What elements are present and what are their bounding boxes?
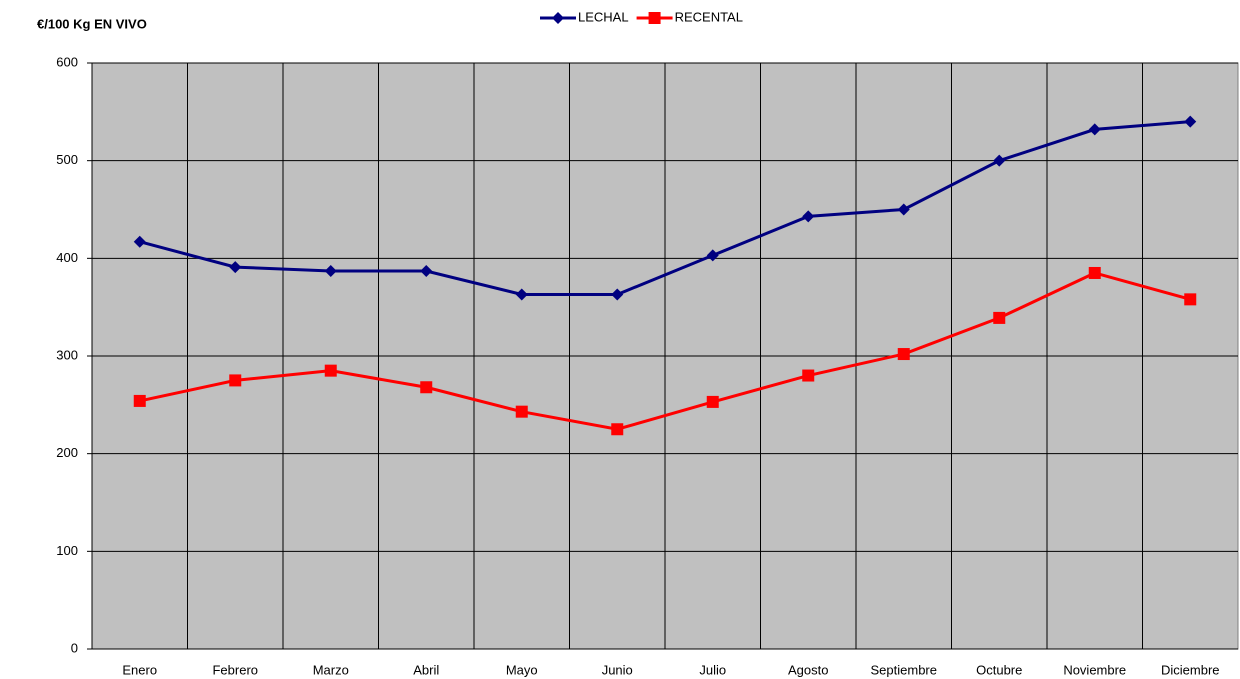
x-tick-label: Agosto bbox=[788, 662, 828, 677]
series-line bbox=[139, 271, 1191, 431]
y-tick-label: 100 bbox=[56, 543, 78, 558]
series-line bbox=[139, 120, 1191, 296]
data-point bbox=[611, 288, 624, 301]
data-point bbox=[706, 249, 719, 262]
x-tick-label: Julio bbox=[699, 662, 726, 677]
x-tick-label: Junio bbox=[602, 662, 633, 677]
x-tick-label: Marzo bbox=[313, 662, 349, 677]
x-tick-label: Octubre bbox=[976, 662, 1022, 677]
data-point bbox=[420, 381, 433, 394]
data-point bbox=[897, 203, 910, 216]
y-tick-label: 0 bbox=[71, 640, 78, 655]
data-point bbox=[802, 369, 815, 382]
data-point bbox=[993, 311, 1006, 324]
data-point bbox=[993, 154, 1006, 167]
y-tick-label: 500 bbox=[56, 152, 78, 167]
data-point bbox=[324, 364, 337, 377]
x-tick-label: Diciembre bbox=[1161, 662, 1220, 677]
data-point bbox=[1088, 266, 1101, 279]
data-point bbox=[420, 265, 433, 278]
data-point bbox=[229, 261, 242, 274]
legend-label: LECHAL bbox=[578, 9, 629, 24]
y-tick-label: 600 bbox=[56, 54, 78, 69]
x-tick-label: Febrero bbox=[212, 662, 258, 677]
data-point bbox=[1184, 115, 1197, 128]
chart-title: €/100 Kg EN VIVO bbox=[37, 16, 147, 31]
x-tick-label: Noviembre bbox=[1063, 662, 1126, 677]
y-tick-label: 400 bbox=[56, 250, 78, 265]
data-point bbox=[1184, 293, 1197, 306]
data-point bbox=[133, 235, 146, 248]
x-tick-label: Enero bbox=[122, 662, 157, 677]
data-point bbox=[802, 210, 815, 223]
data-point bbox=[611, 423, 624, 436]
data-point bbox=[229, 374, 242, 387]
legend-marker bbox=[552, 12, 564, 24]
x-tick-label: Mayo bbox=[506, 662, 538, 677]
data-point bbox=[324, 265, 337, 278]
data-point bbox=[897, 348, 910, 361]
data-point bbox=[515, 405, 528, 418]
data-point bbox=[515, 288, 528, 301]
legend-marker bbox=[648, 12, 661, 24]
y-tick-label: 200 bbox=[56, 445, 78, 460]
data-point bbox=[133, 394, 146, 407]
x-tick-label: Abril bbox=[413, 662, 439, 677]
legend-label: RECENTAL bbox=[675, 9, 743, 24]
data-point bbox=[706, 395, 719, 408]
data-point bbox=[1088, 123, 1101, 136]
y-tick-label: 300 bbox=[56, 347, 78, 362]
x-tick-label: Septiembre bbox=[871, 662, 937, 677]
